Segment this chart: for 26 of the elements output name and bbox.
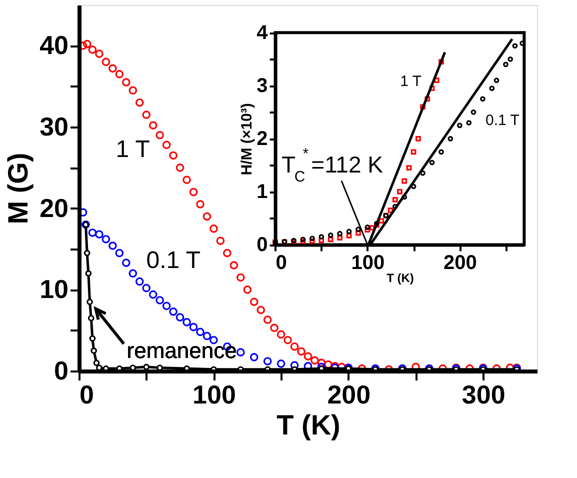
y-tick-label: 0 xyxy=(54,356,68,386)
x-tick-label: 200 xyxy=(327,380,371,410)
y-tick-label: 20 xyxy=(40,192,68,223)
y-tick-label: 3 xyxy=(256,75,268,98)
series-label: 1 T xyxy=(400,72,422,90)
series-label: 0.1 T xyxy=(485,112,520,130)
y-tick-label: 0 xyxy=(256,234,268,256)
x-axis-title: T (K) xyxy=(276,410,340,440)
y-tick-label: 4 xyxy=(256,22,269,44)
x-tick-label: 100 xyxy=(351,252,385,274)
x-tick-label: 100 xyxy=(192,380,236,410)
y-tick-label: 40 xyxy=(40,30,68,60)
y-tick-label: 30 xyxy=(40,112,68,142)
y-tick-label: 1 xyxy=(256,181,268,204)
y-axis-title: H/M (×10³) xyxy=(238,103,256,176)
series-label: 0.1 T xyxy=(146,247,201,274)
x-tick-label: 300 xyxy=(462,380,506,410)
y-tick-label: 10 xyxy=(40,274,68,304)
series-label: 1 T xyxy=(116,136,150,164)
x-axis-title: T (K) xyxy=(386,271,414,286)
y-axis-title: M (G) xyxy=(2,152,34,224)
x-tick-label: 0 xyxy=(80,380,94,410)
x-tick-label: 0 xyxy=(276,252,287,274)
x-tick-label: 200 xyxy=(443,252,477,274)
legend-label: remanence xyxy=(126,338,237,363)
y-tick-label: 2 xyxy=(256,128,268,150)
